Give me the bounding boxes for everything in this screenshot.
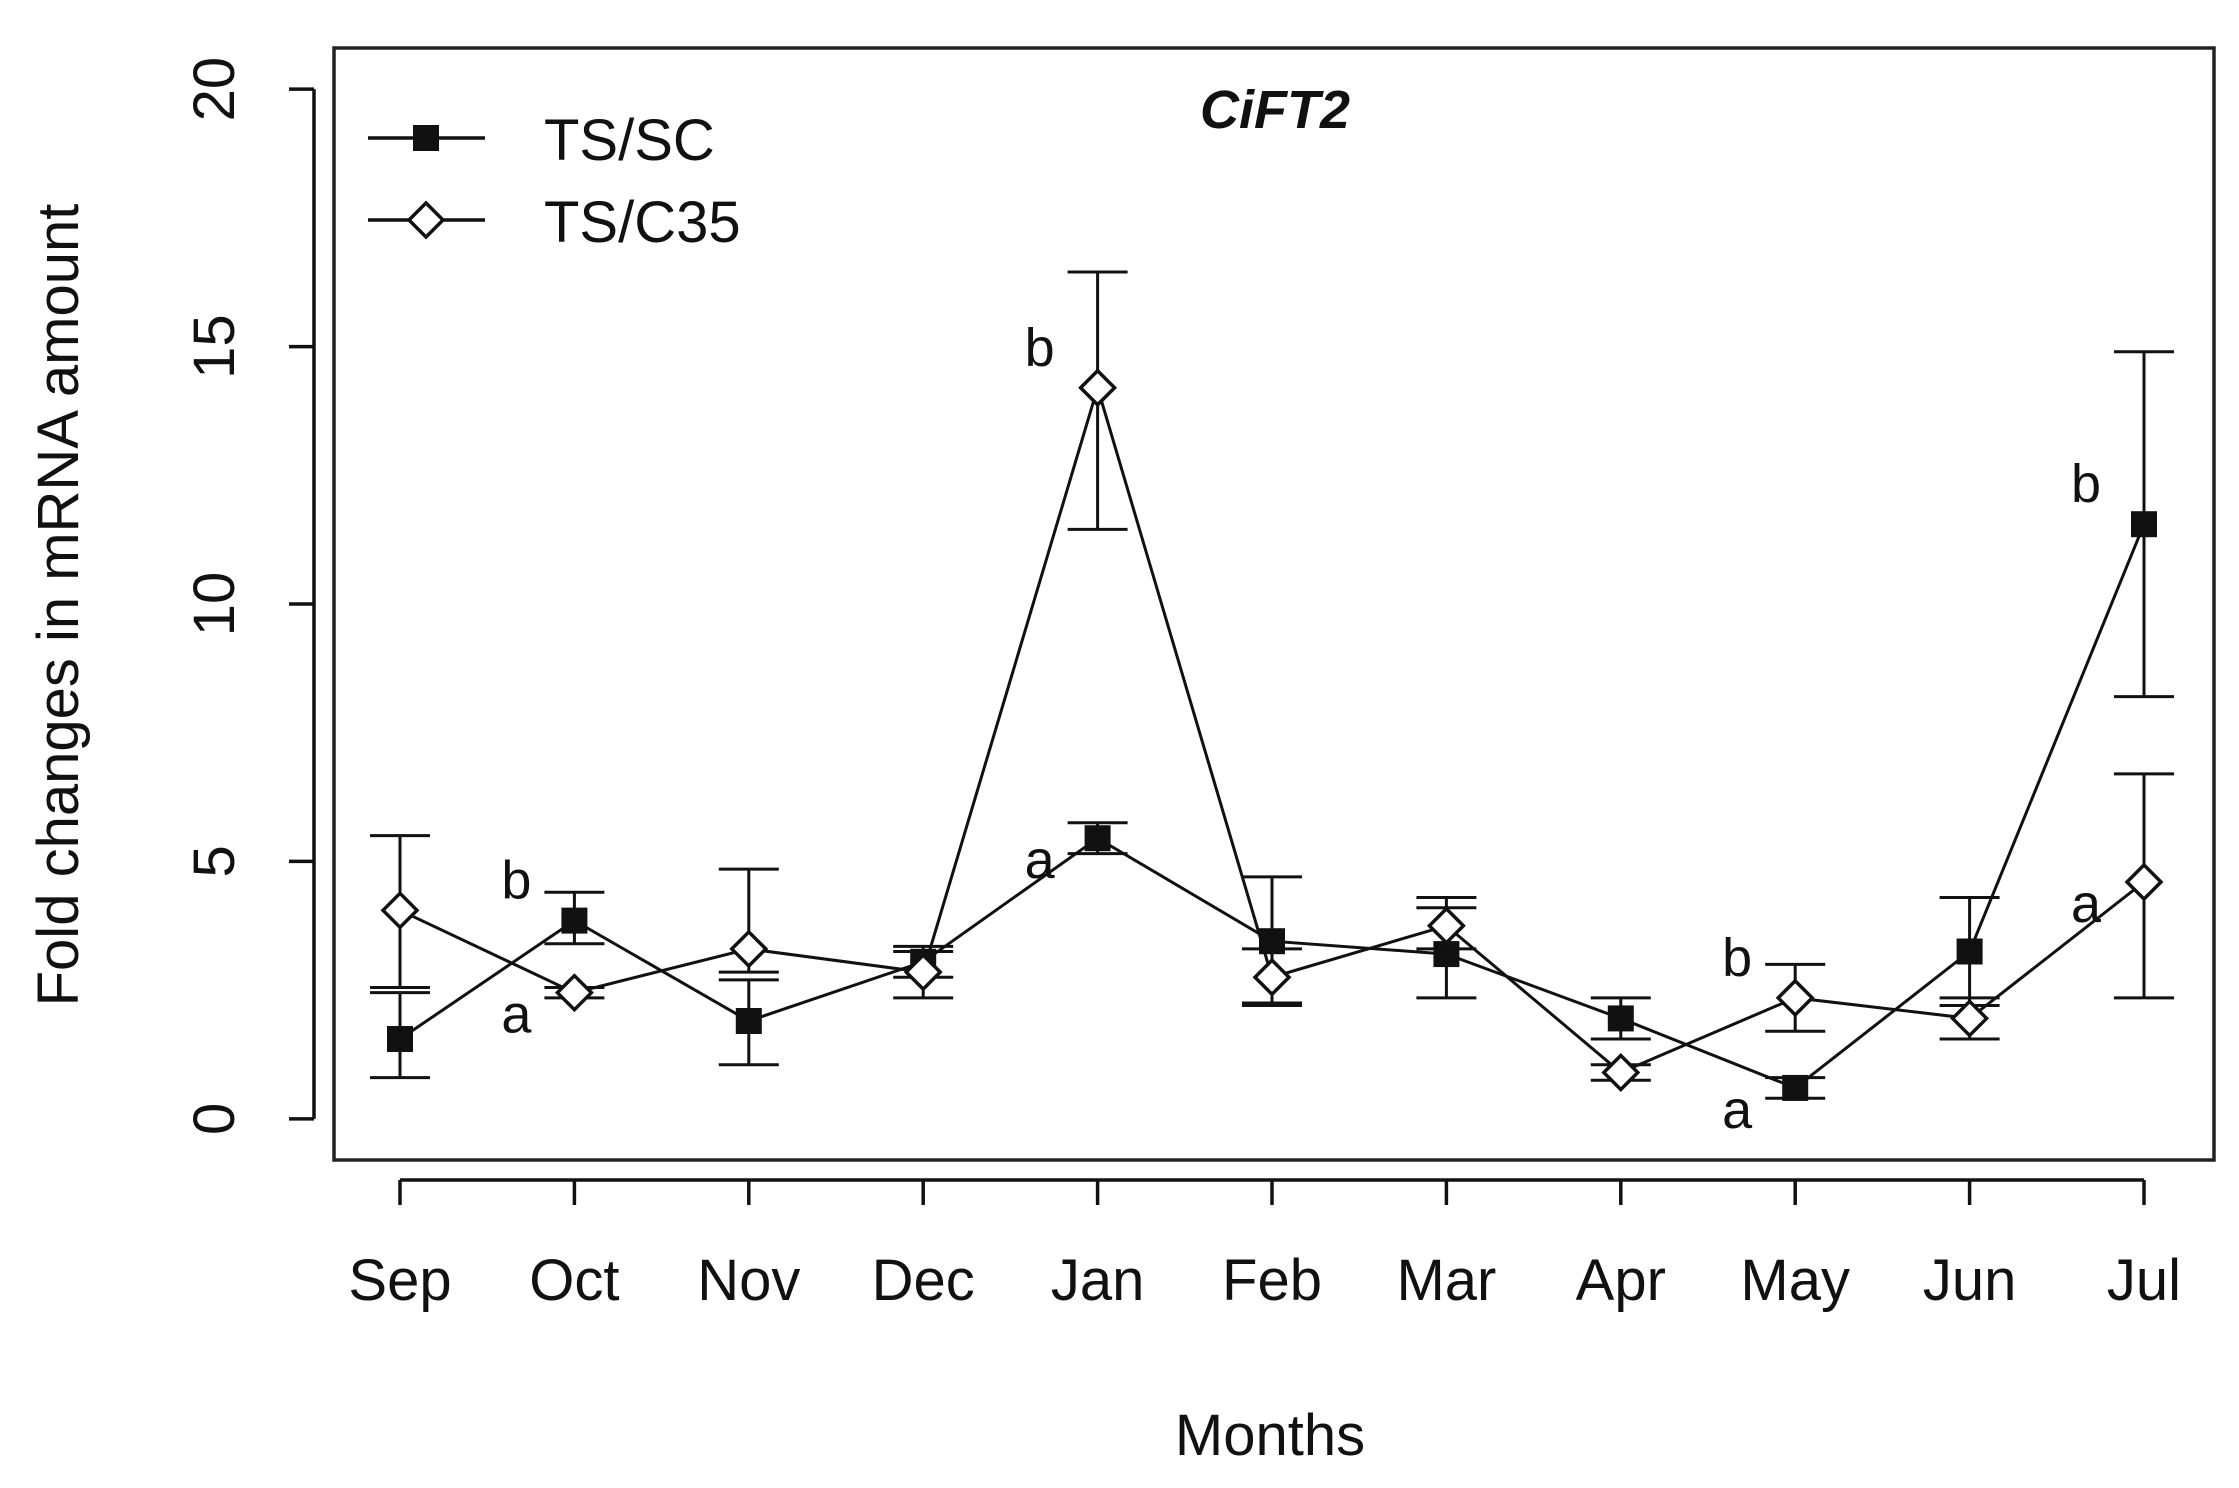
x-tick-label-feb: Feb (1222, 1248, 1322, 1313)
x-tick-label-apr: Apr (1576, 1248, 1666, 1313)
data-point-ts-sc-jun (1956, 938, 1983, 965)
series-ts-c35: a b b a (370, 270, 2174, 1092)
series-ts-sc: b a a b (370, 350, 2174, 1140)
legend-label-ts-sc: TS/SC (544, 108, 715, 173)
data-point-ts-c35-mar (1426, 906, 1466, 946)
y-tick-label-20: 20 (182, 57, 247, 122)
data-point-ts-sc-jul (2131, 511, 2157, 538)
series-layer: b a a b a b b a (370, 270, 2174, 1140)
data-point-ts-sc-apr (1607, 1005, 1634, 1032)
significance-label-ts-sc-oct: b (501, 851, 531, 911)
significance-label-ts-sc-may: a (1722, 1080, 1753, 1140)
legend-marker-filled-square (413, 125, 439, 151)
legend-marker-open-diamond (406, 200, 446, 240)
y-tick-label-5: 5 (182, 845, 247, 877)
y-tick-label-15: 15 (182, 314, 247, 379)
data-point-ts-c35-dec (903, 952, 943, 992)
data-point-ts-c35-feb (1252, 957, 1292, 997)
significance-label-ts-c35-jan: b (1025, 318, 1055, 378)
y-tick-label-0: 0 (182, 1103, 247, 1135)
data-point-ts-c35-may (1775, 978, 1815, 1018)
data-point-ts-c35-oct (554, 973, 594, 1013)
x-tick-label-oct: Oct (529, 1248, 619, 1313)
significance-label-ts-c35-jul: a (2071, 874, 2102, 934)
data-point-ts-c35-nov (729, 929, 769, 969)
x-tick-label-mar: Mar (1396, 1248, 1496, 1313)
data-point-ts-sc-may (1782, 1074, 1809, 1101)
axes: Sep Oct Nov Dec Jan Feb Mar Apr May Jun Jul 0 5 10 15 2… (182, 57, 2181, 1313)
data-point-ts-c35-jun (1950, 998, 1990, 1038)
x-tick-label-may: May (1740, 1248, 1850, 1313)
y-tick-label-10: 10 (182, 572, 247, 637)
significance-label-ts-c35-may: b (1722, 928, 1752, 988)
plot-frame (332, 46, 2216, 1162)
legend-label-ts-c35: TS/C35 (544, 190, 741, 255)
x-tick-label-jun: Jun (1923, 1248, 2017, 1313)
x-tick-label-jul: Jul (2107, 1248, 2181, 1313)
data-point-ts-c35-jan (1078, 368, 1118, 408)
x-tick-label-jan: Jan (1051, 1248, 1145, 1313)
data-point-ts-sc-jan (1084, 825, 1111, 852)
data-point-ts-c35-jul (2124, 862, 2164, 902)
x-tick-label-dec: Dec (872, 1248, 975, 1313)
x-tick-label-nov: Nov (697, 1248, 800, 1313)
x-axis-title: Months (1175, 1403, 1365, 1468)
significance-label-ts-sc-jul: b (2071, 454, 2101, 514)
data-point-ts-sc-sep (387, 1026, 413, 1053)
data-point-ts-c35-apr (1601, 1053, 1641, 1092)
data-point-ts-c35-sep (380, 890, 420, 930)
y-axis-title: Fold changes in mRNA amount (26, 204, 91, 1007)
x-tick-label-sep: Sep (348, 1248, 451, 1313)
data-point-ts-sc-oct (561, 907, 588, 934)
data-point-ts-sc-nov (735, 1008, 762, 1034)
significance-label-ts-c35-oct: a (501, 985, 532, 1045)
legend: TS/SC TS/C35 (368, 108, 741, 255)
chart-title: CiFT2 (1200, 80, 1350, 140)
significance-label-ts-sc-jan: a (1025, 830, 1056, 890)
